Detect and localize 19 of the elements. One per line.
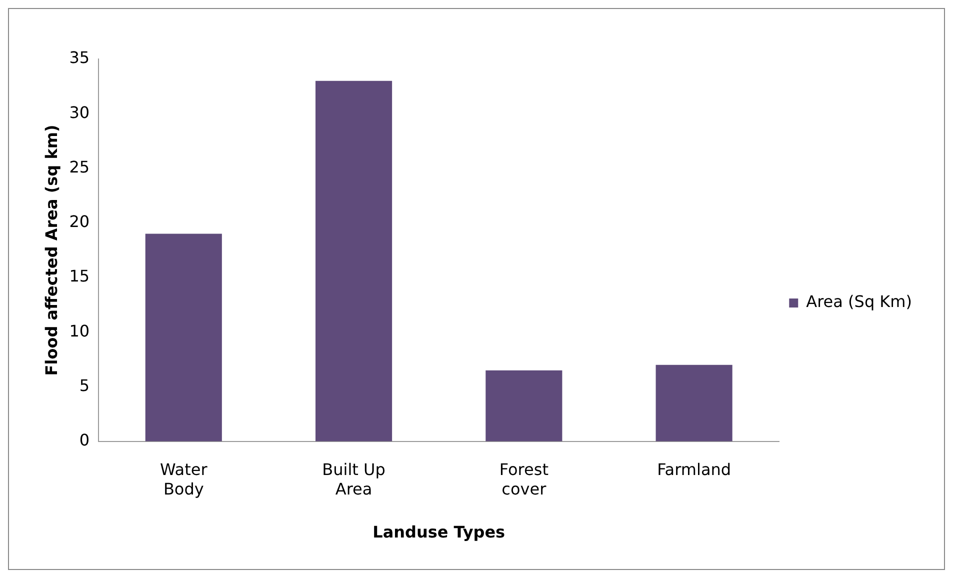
- y-tick-label: 35: [69, 48, 90, 68]
- bar: [145, 234, 222, 442]
- x-axis-title: Landuse Types: [372, 522, 506, 542]
- x-tick-label: Farmland: [657, 460, 732, 480]
- x-tick-label: Forest cover: [499, 460, 548, 498]
- x-tick-label: Water Body: [160, 460, 208, 498]
- legend-label: Area (Sq Km): [806, 292, 912, 312]
- y-tick-label: 25: [69, 157, 90, 176]
- y-tick-label: 10: [69, 321, 90, 340]
- y-tick-label: 15: [69, 266, 90, 286]
- bar: [486, 370, 562, 442]
- y-axis-title: Flood affected Area (sq km): [42, 124, 61, 376]
- y-tick-label: 30: [69, 102, 90, 122]
- x-tick-label: Built Up Area: [322, 460, 386, 498]
- bar: [315, 80, 392, 442]
- bar: [656, 364, 732, 442]
- y-tick-label: 20: [69, 212, 90, 232]
- y-tick-label: 5: [79, 376, 90, 395]
- y-tick-label: 0: [79, 430, 90, 450]
